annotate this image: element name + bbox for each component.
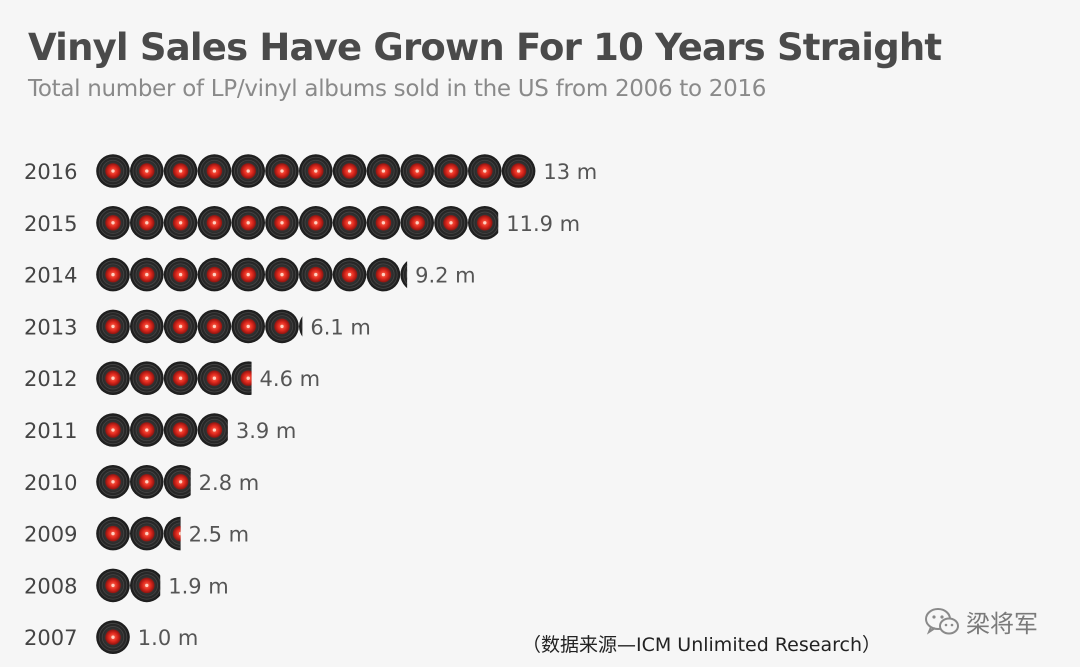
value-label: 1.9 m bbox=[168, 574, 229, 598]
record-icon bbox=[366, 257, 401, 292]
record-icon bbox=[96, 361, 130, 396]
record-icon bbox=[130, 516, 164, 551]
record-icon bbox=[265, 309, 299, 344]
record-icon bbox=[265, 257, 299, 292]
record-icon-partial bbox=[130, 568, 161, 603]
value-label: 6.1 m bbox=[310, 315, 371, 339]
value-label: 1.0 m bbox=[138, 626, 199, 650]
record-icon bbox=[163, 257, 198, 292]
category-label: 2009 bbox=[24, 523, 77, 547]
category-label: 2010 bbox=[24, 471, 77, 495]
value-label: 4.6 m bbox=[260, 367, 321, 391]
record-icon bbox=[299, 206, 333, 240]
record-icon-partial bbox=[400, 261, 408, 289]
record-icon bbox=[130, 465, 164, 499]
record-icon bbox=[197, 309, 232, 344]
record-icon-partial bbox=[468, 206, 499, 240]
category-label: 2014 bbox=[24, 264, 77, 288]
chart-row-2015: 2015 11.9 m bbox=[24, 206, 580, 240]
record-icon bbox=[96, 309, 130, 344]
record-icon bbox=[366, 206, 401, 240]
wechat-icon bbox=[925, 607, 959, 635]
record-icon-partial bbox=[163, 516, 181, 551]
record-icon bbox=[96, 620, 130, 654]
watermark: 梁将军 bbox=[924, 604, 1038, 639]
record-icon bbox=[400, 206, 435, 240]
chart-title: Vinyl Sales Have Grown For 10 Years Stra… bbox=[28, 26, 942, 69]
record-icon bbox=[163, 361, 198, 396]
record-icon bbox=[231, 257, 265, 292]
value-label: 2.8 m bbox=[199, 471, 260, 495]
record-icon bbox=[400, 154, 435, 188]
record-icon bbox=[96, 516, 130, 551]
chart-row-2012: 2012 4.6 m bbox=[24, 361, 321, 396]
record-icon bbox=[96, 465, 130, 499]
record-icon-partial bbox=[299, 316, 303, 337]
record-icon bbox=[163, 309, 198, 344]
record-icon bbox=[130, 361, 164, 396]
value-label: 2.5 m bbox=[189, 523, 250, 547]
chart-row-2011: 2011 3.9 m bbox=[24, 413, 296, 447]
record-icon bbox=[332, 257, 367, 292]
record-icon bbox=[366, 154, 401, 188]
record-icon-partial bbox=[197, 413, 228, 447]
chart-row-2008: 2008 1.9 m bbox=[24, 568, 229, 603]
record-icon bbox=[231, 206, 265, 240]
record-icon bbox=[163, 154, 198, 188]
chart-row-2016: 2016 13 m bbox=[24, 154, 597, 188]
record-icon bbox=[468, 154, 502, 188]
category-label: 2016 bbox=[24, 160, 77, 184]
record-icon bbox=[332, 206, 367, 240]
category-label: 2008 bbox=[24, 574, 77, 598]
record-icon bbox=[96, 257, 130, 292]
record-icon bbox=[96, 413, 130, 447]
record-icon bbox=[265, 154, 299, 188]
record-icon bbox=[163, 413, 198, 447]
record-icon bbox=[299, 257, 333, 292]
record-icon bbox=[501, 154, 536, 188]
record-icon-partial bbox=[163, 465, 191, 499]
record-icon bbox=[197, 257, 232, 292]
chart-row-2010: 2010 2.8 m bbox=[24, 465, 259, 499]
record-icon-partial bbox=[231, 361, 252, 395]
record-icon bbox=[130, 413, 164, 447]
value-label: 13 m bbox=[543, 160, 597, 184]
chart-row-2014: 2014 9.2 m bbox=[24, 257, 476, 292]
record-icon bbox=[332, 154, 367, 188]
record-icon bbox=[163, 206, 198, 240]
record-icon bbox=[130, 154, 164, 188]
record-icon bbox=[231, 154, 265, 188]
category-label: 2007 bbox=[24, 626, 77, 650]
category-label: 2012 bbox=[24, 367, 77, 391]
watermark-text: 梁将军 bbox=[966, 610, 1038, 638]
chart-row-2013: 2013 6.1 m bbox=[24, 309, 371, 344]
record-icon bbox=[130, 309, 164, 344]
record-icon bbox=[265, 206, 299, 240]
category-label: 2015 bbox=[24, 212, 77, 236]
record-icon bbox=[197, 361, 232, 396]
record-icon bbox=[96, 568, 130, 603]
record-icon bbox=[130, 206, 164, 240]
value-label: 11.9 m bbox=[506, 212, 580, 236]
chart-row-2009: 2009 2.5 m bbox=[24, 516, 250, 551]
category-label: 2011 bbox=[24, 419, 77, 443]
chart-row-2007: 2007 1.0 m bbox=[24, 620, 198, 654]
source-note: （数据来源—ICM Unlimited Research） bbox=[522, 634, 881, 656]
value-label: 9.2 m bbox=[415, 264, 476, 288]
value-label: 3.9 m bbox=[236, 419, 297, 443]
record-icon bbox=[299, 154, 333, 188]
record-icon bbox=[130, 257, 164, 292]
record-icon bbox=[197, 154, 232, 188]
record-icon bbox=[96, 154, 130, 188]
record-icon bbox=[434, 154, 468, 188]
record-icon bbox=[96, 206, 130, 240]
record-icon bbox=[197, 206, 232, 240]
record-icon bbox=[231, 309, 265, 344]
category-label: 2013 bbox=[24, 315, 77, 339]
chart-subtitle: Total number of LP/vinyl albums sold in … bbox=[28, 76, 767, 102]
record-icon bbox=[434, 206, 468, 240]
